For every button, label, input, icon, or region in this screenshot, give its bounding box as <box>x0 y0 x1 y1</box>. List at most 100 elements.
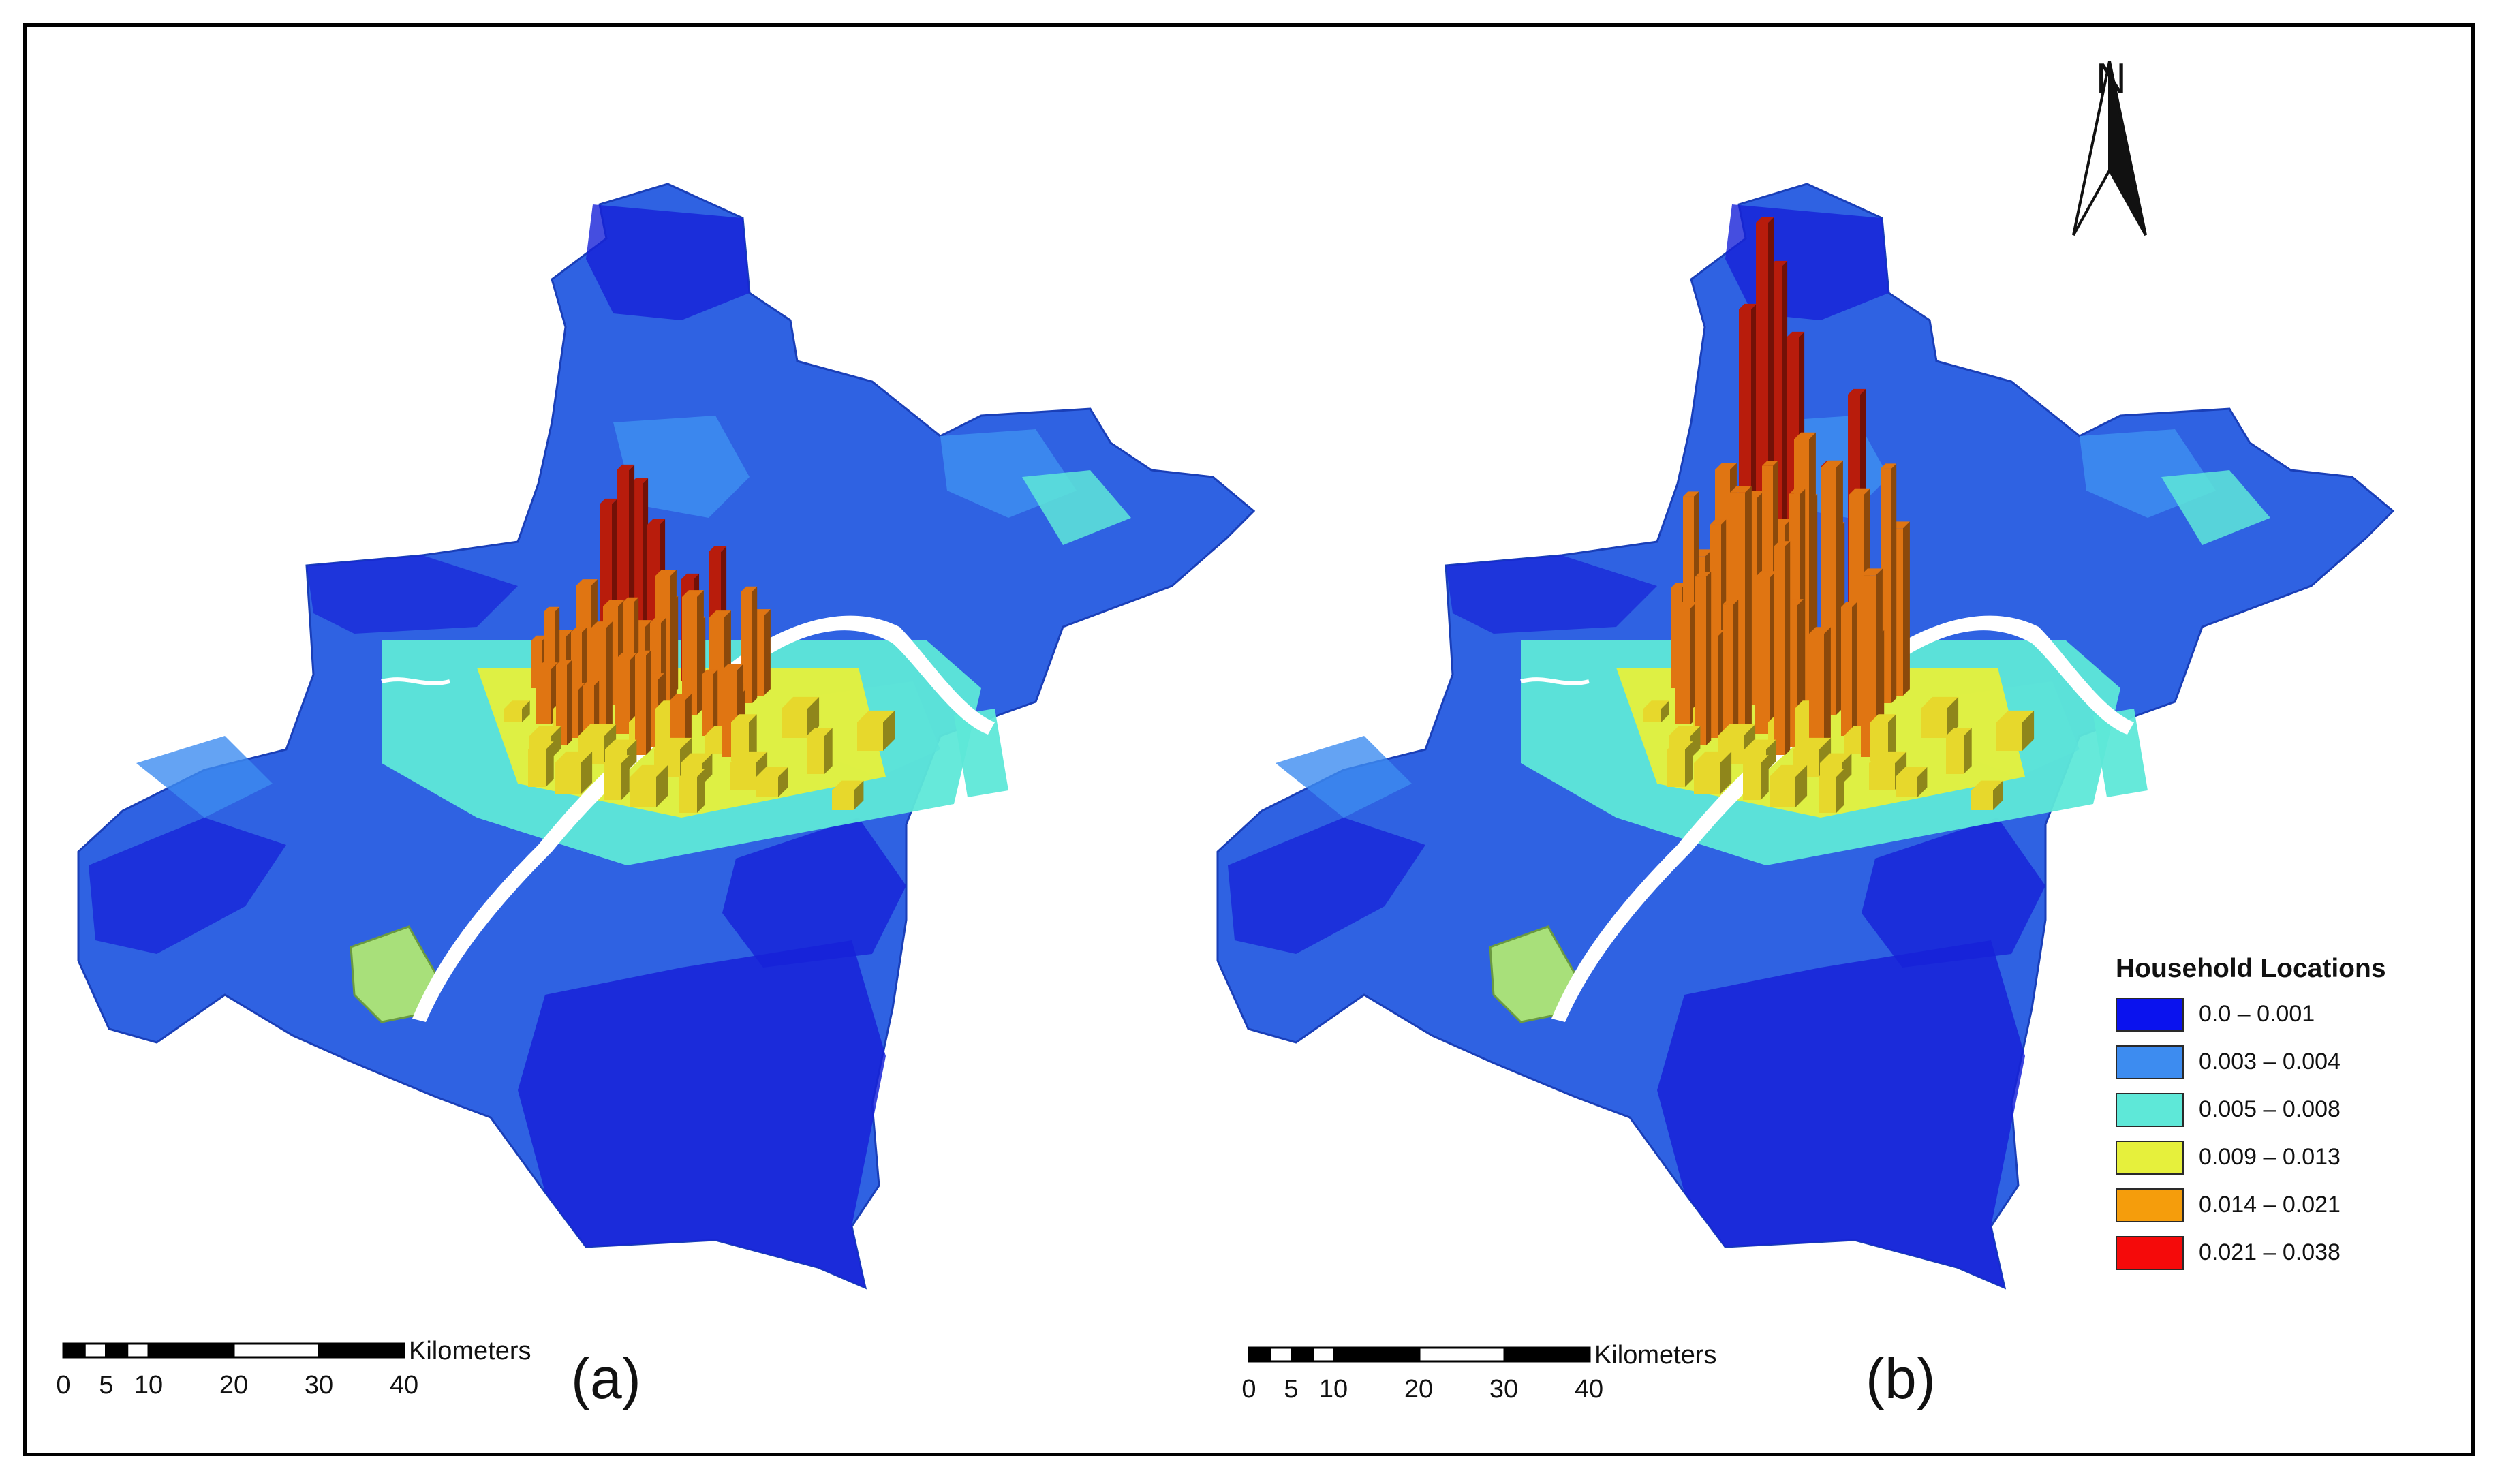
bar-3d-top <box>1683 491 1699 497</box>
bar-3d <box>756 777 778 797</box>
bar-3d-top <box>591 621 613 628</box>
figure-frame <box>23 23 2475 1456</box>
bar-3d <box>1755 578 1770 734</box>
bar-3d <box>1667 749 1685 787</box>
scale-bar-a <box>62 1342 405 1359</box>
scale-bar-segment <box>1291 1346 1314 1363</box>
bar-3d-top <box>730 751 768 763</box>
bar-3d-top <box>650 617 666 623</box>
bar-3d-side <box>752 586 758 703</box>
bar-3d-top <box>630 478 649 484</box>
bar-3d-top <box>603 600 625 606</box>
bar-3d-top <box>1996 710 2035 722</box>
bar-3d-top <box>576 579 598 586</box>
bar-3d-side <box>546 741 554 787</box>
scale-bar-segment <box>1248 1346 1271 1363</box>
panel-label-b: (b) <box>1866 1346 1936 1410</box>
bar-3d-top <box>1869 751 1907 763</box>
bar-3d-top <box>1675 602 1697 608</box>
scale-tick-a: 0 <box>56 1371 71 1400</box>
bar-3d-top <box>1739 303 1757 309</box>
scale-bar-segment <box>105 1342 129 1359</box>
bar-3d-side <box>778 767 788 797</box>
legend-title: Household Locations <box>2116 954 2386 983</box>
bar-3d-side <box>1947 696 1959 738</box>
bar-3d-top <box>1730 486 1752 493</box>
scale-tick-a: 5 <box>99 1371 114 1400</box>
scale-unit-a: Kilometers <box>409 1337 531 1365</box>
bar-3d <box>741 591 752 703</box>
bar-3d-top <box>1743 755 1769 763</box>
bar-3d-top <box>1881 463 1897 469</box>
bar-3d-top <box>1715 463 1737 470</box>
bar-3d-top <box>1809 627 1831 634</box>
bars-panel-a <box>504 464 895 813</box>
bar-3d-top <box>682 590 704 597</box>
bar-3d <box>604 763 621 800</box>
bar-3d <box>536 669 551 724</box>
bar-3d-top <box>1794 432 1816 439</box>
bar-3d-top <box>1669 726 1701 736</box>
bar-3d-side <box>646 650 651 755</box>
scale-bar-b <box>1248 1346 1591 1363</box>
bar-3d-side <box>606 621 613 752</box>
bar-3d <box>702 675 713 736</box>
bar-3d <box>832 790 854 810</box>
scale-bar-segment <box>1418 1346 1506 1363</box>
legend-item: 0.014 – 0.021 <box>2116 1188 2386 1236</box>
bar-3d-top <box>756 767 788 777</box>
bar-3d <box>1946 736 1964 774</box>
bar-3d <box>635 655 646 755</box>
legend-item: 0.003 – 0.004 <box>2116 1045 2386 1093</box>
bar-3d-top <box>583 680 600 685</box>
scale-tick-b: 10 <box>1318 1375 1348 1404</box>
scale-bar-segment <box>147 1342 235 1359</box>
bar-3d-top <box>604 755 630 763</box>
bar-3d-top <box>600 498 618 504</box>
legend-swatch <box>2116 1045 2184 1079</box>
bar-3d <box>1819 777 1836 813</box>
scale-bar-segment <box>1269 1346 1293 1363</box>
bar-3d-side <box>1795 764 1808 807</box>
bar-3d-top <box>741 586 758 591</box>
bar-3d <box>1841 607 1852 736</box>
bar-3d-top <box>1821 460 1843 467</box>
bar-3d-side <box>1888 714 1896 761</box>
bar-3d-top <box>529 726 561 736</box>
bar-3d <box>556 665 567 745</box>
scale-bar-segment <box>1312 1346 1335 1363</box>
bar-3d-side <box>697 769 705 813</box>
bar-3d-top <box>681 753 713 763</box>
bar-3d-top <box>1820 753 1852 763</box>
bar-3d-side <box>1824 627 1831 761</box>
bar-3d-side <box>1761 755 1769 800</box>
bar-3d-side <box>1903 521 1910 696</box>
bar-3d-side <box>1785 541 1791 755</box>
bar-3d-top <box>1671 583 1687 588</box>
bar-3d-top <box>578 724 617 736</box>
bar-3d-top <box>531 635 548 640</box>
bar-3d <box>504 709 522 722</box>
scale-tick-b: 40 <box>1574 1375 1604 1404</box>
scale-tick-a: 10 <box>134 1371 164 1400</box>
scale-unit-b: Kilometers <box>1594 1341 1717 1370</box>
bar-3d-top <box>1770 764 1808 777</box>
bar-3d-side <box>764 609 771 696</box>
scale-bar-segment <box>126 1342 150 1359</box>
legend-label: 0.0 – 0.001 <box>2199 1001 2315 1027</box>
legend-swatch <box>2116 1141 2184 1175</box>
scale-bar-segment <box>232 1342 320 1359</box>
bar-3d-top <box>670 694 692 700</box>
bar-3d-top <box>1787 331 1805 337</box>
bar-3d-top <box>1848 388 1866 395</box>
bar-3d-top <box>536 662 558 669</box>
bar-3d-top <box>617 464 635 470</box>
bar-3d <box>1743 763 1761 800</box>
bar-3d <box>782 709 807 738</box>
bar-3d-top <box>681 573 700 579</box>
legend-swatch <box>2116 1188 2184 1222</box>
bar-3d <box>1809 634 1824 761</box>
bar-3d-top <box>528 741 554 749</box>
bar-3d <box>1869 763 1895 790</box>
bar-3d <box>555 763 581 794</box>
